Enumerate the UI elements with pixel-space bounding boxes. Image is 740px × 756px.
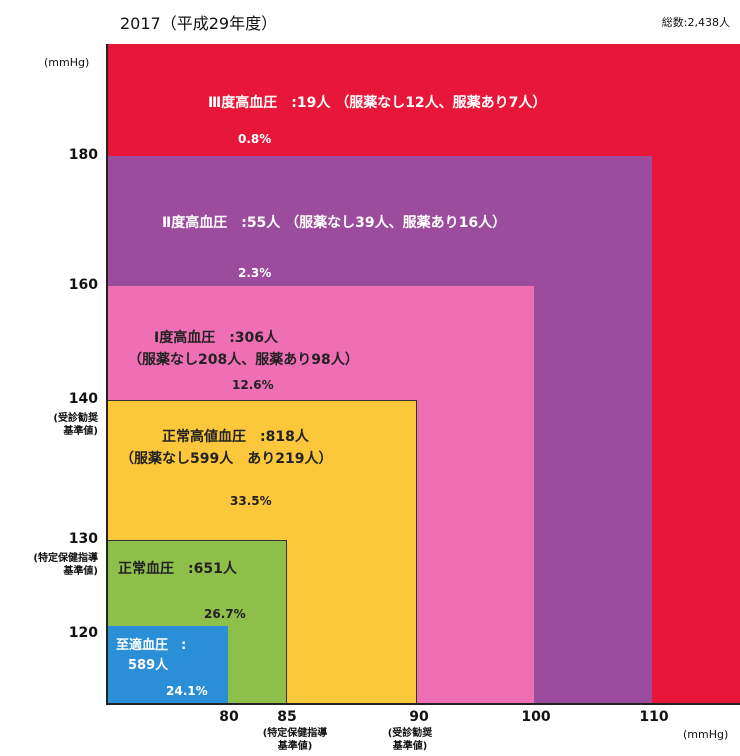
label-optimal: 至適血圧 : — [116, 638, 187, 653]
label-high-normal-detail: （服薬なし599人 あり219人） — [120, 451, 333, 467]
x-tick-85: 85 — [277, 709, 297, 725]
label-normal: 正常血圧 :651人 — [118, 561, 237, 577]
x-tick-110: 110 — [639, 709, 669, 725]
pct-grade3: 0.8% — [238, 132, 272, 146]
total-count: 総数:2,438人 — [661, 16, 730, 29]
y-note-130: (特定保健指導 基準値) — [33, 553, 98, 577]
x-note-85: (特定保健指導 基準値) — [262, 728, 328, 752]
label-grade1-detail: （服薬なし208人、服薬あり98人） — [128, 352, 359, 368]
y-tick-160: 160 — [68, 277, 98, 293]
x-tick-100: 100 — [521, 709, 551, 725]
y-axis-line — [106, 44, 108, 704]
y-tick-120: 120 — [68, 625, 98, 641]
x-note-90: (受診勧奨 基準値) — [387, 728, 433, 752]
y-tick-180: 180 — [68, 147, 98, 163]
pct-normal: 26.7% — [204, 607, 246, 621]
label-grade2: Ⅱ度高血圧 :55人 （服薬なし39人、服薬あり16人） — [162, 215, 507, 231]
x-tick-90: 90 — [409, 709, 429, 725]
y-axis-unit: (mmHg) — [44, 56, 90, 69]
x-axis-line — [106, 703, 740, 705]
label-grade3: Ⅲ度高血圧 :19人 （服薬なし12人、服薬あり7人） — [208, 95, 547, 111]
label-grade1: Ⅰ度高血圧 :306人 — [154, 330, 279, 346]
x-axis-unit: (mmHg) — [683, 728, 729, 741]
pct-grade2: 2.3% — [238, 266, 272, 280]
plot-area: Ⅲ度高血圧 :19人 （服薬なし12人、服薬あり7人） 0.8% Ⅱ度高血圧 :… — [106, 44, 740, 704]
pct-grade1: 12.6% — [232, 378, 274, 392]
y-note-140: (受診勧奨 基準値) — [53, 413, 98, 437]
x-tick-80: 80 — [219, 709, 239, 725]
pct-optimal: 24.1% — [166, 684, 208, 698]
y-tick-130: 130 — [68, 531, 98, 547]
label-optimal-count: 589人 — [128, 658, 169, 673]
chart-title: 2017（平成29年度） — [120, 14, 278, 33]
label-high-normal: 正常高値血圧 :818人 — [162, 429, 309, 445]
y-tick-140: 140 — [68, 391, 98, 407]
pct-high-normal: 33.5% — [230, 494, 272, 508]
box-optimal — [106, 626, 228, 704]
